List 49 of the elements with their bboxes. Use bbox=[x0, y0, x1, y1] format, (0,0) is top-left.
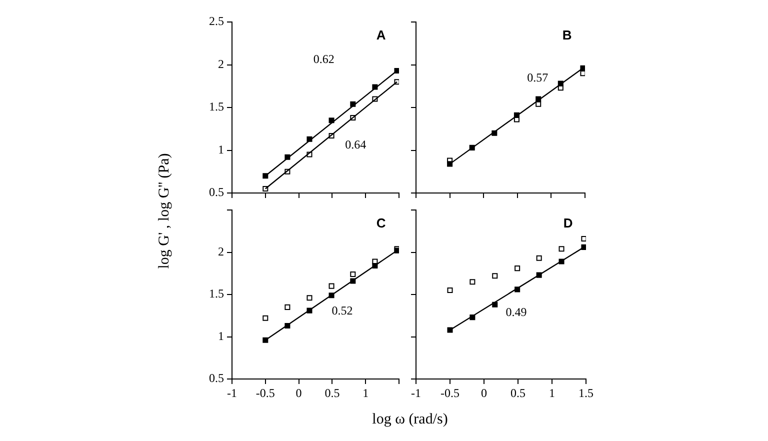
annotation: 0.49 bbox=[506, 305, 527, 320]
y-tick-label: 0.5 bbox=[209, 371, 224, 386]
point bbox=[284, 304, 290, 310]
point bbox=[581, 236, 586, 242]
point bbox=[262, 315, 268, 321]
chart-title: B bbox=[562, 28, 572, 43]
x-tick-label: -1 bbox=[411, 386, 421, 400]
x-tick-label: 1 bbox=[549, 386, 555, 400]
point bbox=[581, 244, 586, 250]
point bbox=[580, 70, 585, 76]
y-tick-label: 1 bbox=[218, 142, 224, 156]
chart-title: C bbox=[376, 216, 386, 231]
point bbox=[514, 266, 520, 272]
point bbox=[492, 273, 498, 279]
chart-title: D bbox=[563, 216, 573, 231]
x-tick-label: -1 bbox=[227, 386, 237, 400]
x-tick-label: -0.5 bbox=[256, 386, 275, 400]
y-tick-label: 2 bbox=[218, 244, 224, 258]
point bbox=[350, 271, 356, 277]
x-tick-label: -0.5 bbox=[440, 386, 460, 400]
x-tick-label: 0 bbox=[296, 386, 302, 400]
annotation: 0.52 bbox=[332, 304, 353, 318]
annotation: 0.57 bbox=[527, 70, 548, 85]
x-tick-label: 0 bbox=[481, 386, 487, 400]
annotation: 0.64 bbox=[345, 137, 366, 152]
point bbox=[306, 295, 312, 301]
x-tick-label: 1.5 bbox=[578, 386, 594, 400]
chart-title: A bbox=[376, 28, 386, 43]
point bbox=[447, 327, 453, 333]
y-tick-label: 0.5 bbox=[209, 185, 224, 200]
y-tick-label: 1.5 bbox=[209, 100, 224, 114]
point bbox=[328, 283, 334, 289]
point bbox=[536, 101, 542, 107]
point bbox=[470, 279, 476, 285]
point bbox=[580, 65, 585, 71]
x-tick-label: 0.5 bbox=[324, 386, 340, 400]
x-tick-label: 1 bbox=[362, 386, 369, 400]
point bbox=[447, 288, 453, 294]
point bbox=[394, 68, 399, 74]
y-tick-label: 1.5 bbox=[209, 286, 224, 301]
y-tick-label: 2.5 bbox=[209, 14, 224, 28]
x-tick-label: 0.5 bbox=[510, 386, 526, 400]
y-tick-label: 1 bbox=[218, 328, 224, 343]
x-axis-title: log ω (rad/s) bbox=[372, 412, 448, 428]
point bbox=[558, 246, 564, 252]
point bbox=[536, 255, 542, 261]
y-axis-title: log G' , log G'' (Pa) bbox=[156, 153, 174, 269]
y-tick-label: 2 bbox=[218, 56, 224, 71]
annotation: 0.62 bbox=[313, 52, 334, 66]
